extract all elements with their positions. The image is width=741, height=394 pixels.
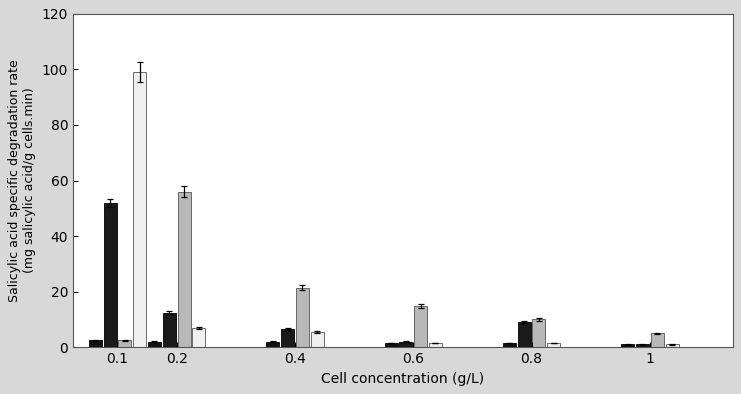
- Bar: [133, 72, 146, 347]
- Bar: [281, 329, 294, 347]
- Bar: [89, 340, 102, 347]
- Bar: [148, 342, 161, 347]
- Y-axis label: Salicylic acid specific degradation rate
(mg salicylic acid/g cells.min): Salicylic acid specific degradation rate…: [8, 59, 36, 302]
- Bar: [503, 343, 516, 347]
- Bar: [310, 332, 324, 347]
- Bar: [651, 333, 664, 347]
- Bar: [399, 342, 412, 347]
- Bar: [296, 288, 309, 347]
- Bar: [163, 312, 176, 347]
- Bar: [266, 342, 279, 347]
- Bar: [414, 306, 427, 347]
- Bar: [429, 343, 442, 347]
- Bar: [665, 344, 679, 347]
- Bar: [178, 191, 190, 347]
- Bar: [119, 340, 131, 347]
- Bar: [193, 328, 205, 347]
- Bar: [547, 343, 560, 347]
- Bar: [621, 344, 634, 347]
- X-axis label: Cell concentration (g/L): Cell concentration (g/L): [322, 372, 485, 386]
- Bar: [104, 203, 116, 347]
- Bar: [385, 343, 398, 347]
- Bar: [533, 320, 545, 347]
- Bar: [636, 344, 649, 347]
- Bar: [518, 322, 531, 347]
